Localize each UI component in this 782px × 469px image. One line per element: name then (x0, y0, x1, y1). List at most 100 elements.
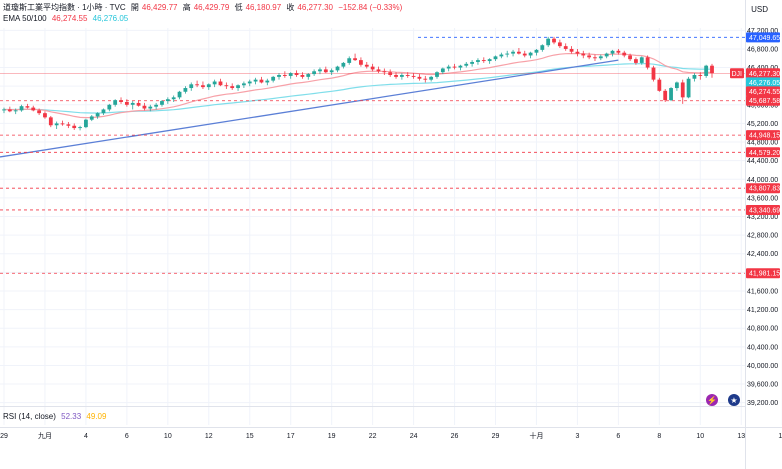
candle-body (323, 69, 328, 73)
candle-body (710, 65, 714, 74)
candle-body (312, 71, 317, 75)
candle-body (382, 71, 387, 73)
candle-body (540, 45, 545, 50)
candle-body (411, 75, 416, 77)
candle-body (622, 52, 627, 56)
candle-body (277, 75, 281, 77)
candle-body (417, 76, 422, 79)
candle-body (610, 50, 615, 54)
price-tick-label: 42,400.00 (747, 251, 778, 258)
candle-body (616, 50, 621, 53)
candle-body (364, 64, 369, 67)
symbol-tag-label: DJI (732, 71, 743, 78)
candle-body (452, 66, 457, 68)
time-axis[interactable]: 29 九月 4 6 10 12 15 17 19 22 24 26 29 十月 3 6 8 10 13 15 (0, 427, 782, 441)
low-value: 46,180.97 (245, 3, 282, 12)
time-tick-label: 17 (287, 433, 295, 440)
price-tag-bg (746, 130, 780, 141)
candle-body (593, 57, 597, 59)
symbol-header[interactable]: 道瓊斯工業平均指數 · 1小時 · TVC 開 46,429.77 高 46,429… (3, 3, 405, 13)
price-tick-label: 40,800.00 (747, 326, 778, 333)
ema-slow-line (4, 62, 713, 114)
candle-body (575, 51, 580, 54)
candle-body (171, 97, 176, 100)
open-value: 46,429.77 (141, 3, 178, 12)
symbol-title: 道瓊斯工業平均指數 · 1小時 · TVC (3, 3, 126, 12)
rsi-legend[interactable]: RSI (14, close) 52.33 49.09 (3, 412, 109, 422)
time-tick-label: 10 (696, 433, 704, 440)
us-flag-icon[interactable]: ★ (728, 394, 740, 406)
candle-body (598, 56, 603, 59)
candle-body (511, 51, 515, 54)
price-tag-label: 46,277.30 (749, 71, 780, 78)
time-tick-label: 13 (737, 433, 745, 440)
candle-body (101, 109, 106, 114)
time-tick-label: 6 (125, 433, 129, 440)
price-tag-bg (746, 32, 780, 43)
candle-body (639, 57, 644, 63)
candle-body (160, 101, 164, 105)
price-tag-label: 43,340.69 (749, 207, 780, 214)
candle-body (651, 67, 656, 80)
price-tag-bg (746, 95, 780, 106)
candle-body (546, 38, 551, 46)
ema-label: EMA 50/100 (3, 14, 47, 23)
candle-body (7, 109, 12, 112)
candle-body (201, 85, 205, 88)
candle-body (680, 82, 685, 98)
time-tick-label: 22 (369, 433, 377, 440)
horizontal-levels[interactable] (0, 36, 745, 274)
candle-body (113, 100, 118, 105)
rsi-value: 52.33 (61, 412, 82, 421)
candle-body (247, 81, 252, 84)
candle-body (218, 81, 223, 86)
high-label: 高 (182, 3, 191, 12)
candle-body (119, 100, 123, 102)
candle-body (446, 66, 451, 69)
candle-body (154, 104, 159, 107)
candle-body (306, 74, 311, 77)
price-tag-bg (746, 68, 780, 79)
currency-label[interactable]: USD (751, 5, 768, 14)
time-tick-label: 3 (575, 433, 579, 440)
candle-body (13, 110, 18, 112)
price-tag-label: 45,687.58 (749, 98, 780, 105)
candle-body (224, 85, 229, 87)
price-tag-label: 46,276.05 (749, 80, 780, 87)
price-tag-bg (746, 147, 780, 158)
price-tick-label: 43,200.00 (747, 214, 778, 221)
price-tick-label: 40,400.00 (747, 344, 778, 351)
lightning-icon[interactable]: ⚡ (706, 394, 718, 406)
candle-body (25, 106, 30, 108)
time-tick-label: 10 (164, 433, 172, 440)
ema-fast-value: 46,274.55 (51, 14, 88, 23)
price-axis[interactable]: 47,200.0046,800.0046,400.0046,000.0045,6… (730, 0, 780, 469)
time-tick-label: 26 (451, 433, 459, 440)
candle-body (376, 69, 381, 72)
close-label: 收 (286, 3, 295, 12)
candle-body (704, 65, 709, 76)
candle-body (48, 117, 53, 126)
ema-slow-value: 46,276.05 (92, 14, 129, 23)
time-tick-label: 12 (205, 433, 213, 440)
candle-body (499, 54, 504, 57)
ema-legend[interactable]: EMA 50/100 46,274.55 46,276.05 (3, 14, 131, 24)
price-tick-label: 45,200.00 (747, 121, 778, 128)
candle-body (440, 68, 445, 73)
candle-body (37, 110, 42, 114)
candle-body (557, 42, 562, 47)
candle-body (429, 76, 434, 80)
ema-lines (3, 52, 713, 119)
trend-line[interactable] (0, 59, 619, 158)
price-tick-label: 39,600.00 (747, 382, 778, 389)
candle-body (177, 91, 182, 98)
rsi-label: RSI (14, close) (3, 412, 56, 421)
time-tick-label: 九月 (38, 431, 52, 440)
price-tick-label: 41,600.00 (747, 288, 778, 295)
candle-body (294, 73, 299, 76)
time-tick-label: 6 (616, 433, 620, 440)
candle-body (394, 75, 398, 77)
price-tag-label: 47,049.65 (749, 35, 780, 42)
candle-body (517, 51, 521, 54)
